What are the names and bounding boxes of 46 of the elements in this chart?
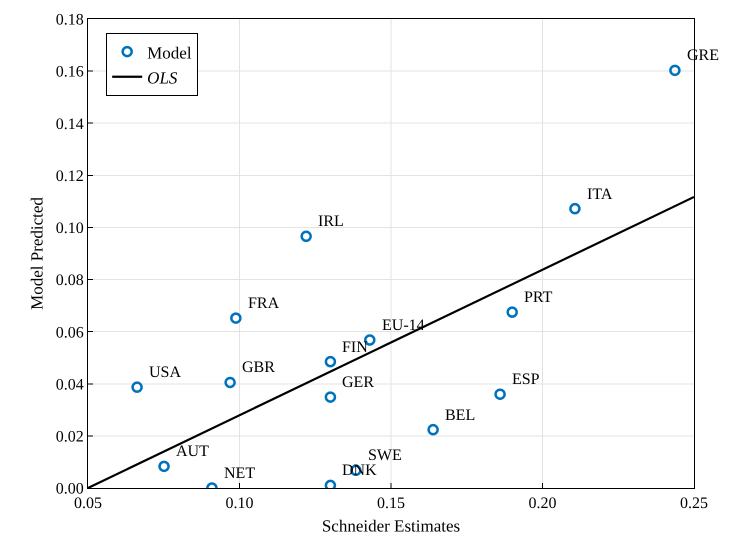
point [324, 480, 336, 488]
point [669, 64, 681, 76]
legend-label: Model [147, 43, 192, 62]
annotation: FIN [342, 339, 368, 356]
annotation: FRA [248, 295, 280, 312]
x-tick-label: 0.10 [226, 495, 254, 512]
point [427, 424, 439, 436]
point [230, 312, 242, 324]
y-tick-label: 0.12 [56, 168, 84, 185]
point [569, 202, 581, 214]
annotation: NET [224, 465, 256, 482]
x-tick-label: 0.05 [74, 495, 102, 512]
point [158, 460, 170, 472]
point [131, 381, 143, 393]
annotation: USA [149, 364, 182, 381]
point [324, 391, 336, 403]
point [224, 376, 236, 388]
annotation: ITA [587, 186, 613, 203]
y-tick-label: 0.18 [56, 12, 84, 29]
annotation: EU-14 [382, 317, 425, 334]
point [324, 356, 336, 368]
legend-label: OLS [147, 68, 178, 88]
point [506, 306, 518, 318]
x-tick-label: 0.15 [377, 495, 405, 512]
y-tick-label: 0.06 [56, 324, 84, 342]
annotation: GBR [242, 359, 276, 376]
x-tick-label: 0.20 [528, 495, 556, 512]
y-tick-label: 0.08 [56, 272, 84, 290]
y-tick-label: 0.14 [56, 116, 84, 133]
annotation: BEL [445, 407, 476, 424]
annotation: PRT [524, 289, 553, 306]
annotation: AUT [176, 443, 210, 460]
y-tick-label: 0.16 [56, 64, 84, 81]
x-axis-title: Schneider Estimates [322, 516, 460, 536]
y-tick-label: 0.00 [56, 480, 84, 498]
x-tick-label: 0.25 [680, 495, 708, 512]
annotation: GER [342, 374, 374, 391]
annotation: ESP [512, 371, 540, 388]
y-tick-label: 0.02 [56, 428, 84, 446]
annotation: SWE [368, 447, 402, 464]
y-tick-label: 0.04 [56, 376, 84, 394]
point [300, 230, 312, 242]
annotation: IRL [318, 213, 344, 230]
y-axis-title: Model Predicted [27, 196, 46, 310]
point [494, 388, 506, 400]
y-tick-label: 0.10 [56, 220, 84, 238]
